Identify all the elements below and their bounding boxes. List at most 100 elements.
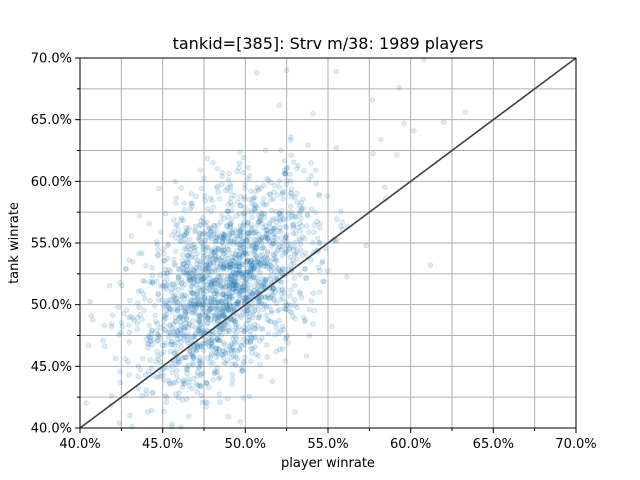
scatter-point [160,283,166,289]
scatter-point [230,229,236,236]
scatter-point [260,245,266,251]
scatter-point [247,339,254,345]
scatter-point [220,247,226,254]
scatter-point [242,283,248,289]
scatter-point [214,165,221,172]
scatter-point [167,348,174,355]
scatter-point [213,350,220,356]
scatter-point [265,236,271,242]
scatter-point [239,364,245,370]
scatter-point [225,327,232,334]
scatter-point [252,261,258,267]
scatter-point [227,264,233,271]
scatter-point [185,331,192,337]
scatter-point [181,246,188,252]
scatter-point [240,251,246,257]
scatter-point [243,259,249,265]
scatter-point [227,220,233,227]
scatter-point [147,338,153,344]
scatter-point [215,317,221,324]
scatter-point [228,354,235,361]
scatter-point [234,355,241,362]
scatter-point [156,335,162,341]
scatter-point [208,296,214,302]
scatter-point [188,282,194,289]
scatter-point [206,336,212,342]
scatter-point [185,259,191,265]
scatter-point [241,295,247,301]
scatter-point [255,262,262,268]
scatter-point [245,164,252,171]
scatter-point [231,327,237,333]
scatter-point [178,277,184,283]
scatter-point [238,288,244,294]
scatter-point [241,210,248,216]
scatter-point [223,262,229,268]
scatter-point [175,377,182,384]
scatter-point [230,279,236,285]
scatter-point [160,372,166,378]
scatter-point [237,149,243,155]
scatter-point [237,347,243,353]
scatter-point [257,373,264,380]
scatter-point [163,302,169,309]
scatter-point [230,303,237,309]
scatter-point [214,185,220,191]
scatter-point [157,359,164,366]
scatter-point [244,265,250,272]
scatter-point [243,259,250,266]
scatter-point [189,351,196,358]
scatter-point [280,244,286,250]
scatter-point [208,260,214,266]
scatter-point [224,276,230,282]
scatter-point [282,171,288,177]
scatter-point [177,314,184,321]
scatter-point [246,262,253,268]
scatter-point [264,227,271,233]
scatter-point [229,273,236,280]
scatter-point [256,260,262,266]
scatter-point [229,270,236,276]
scatter-point [265,330,272,337]
scatter-point [227,224,233,231]
scatter-point [227,261,233,268]
scatter-point [143,387,149,393]
scatter-point [270,251,277,257]
scatter-point [181,292,188,299]
scatter-point [240,154,247,161]
scatter-point [325,267,331,274]
scatter-point [159,342,166,349]
scatter-point [229,257,236,264]
scatter-point [311,229,317,236]
scatter-point [301,167,307,174]
scatter-point [282,171,289,178]
scatter-point [164,364,171,371]
scatter-point [317,220,323,227]
scatter-point [186,383,192,389]
scatter-point [187,346,193,353]
scatter-point [229,381,235,387]
scatter-point [200,246,206,252]
scatter-point [230,279,237,286]
scatter-point [203,260,210,267]
scatter-point [163,298,170,304]
scatter-point [313,180,320,187]
scatter-point [287,254,293,260]
scatter-point [179,293,186,300]
scatter-point [306,176,312,183]
scatter-point [235,260,242,266]
scatter-point [214,369,221,375]
scatter-point [175,231,181,237]
scatter-point [265,295,271,301]
scatter-point [241,273,247,280]
scatter-point [238,242,244,248]
chart-title: tankid=[385]: Strv m/38: 1989 players [173,34,484,53]
scatter-point [155,252,161,258]
scatter-point [226,285,232,291]
scatter-point [227,303,234,310]
scatter-point [233,324,240,331]
scatter-point [254,285,260,291]
scatter-point [195,382,201,389]
scatter-point [188,297,194,303]
scatter-point [183,366,189,373]
